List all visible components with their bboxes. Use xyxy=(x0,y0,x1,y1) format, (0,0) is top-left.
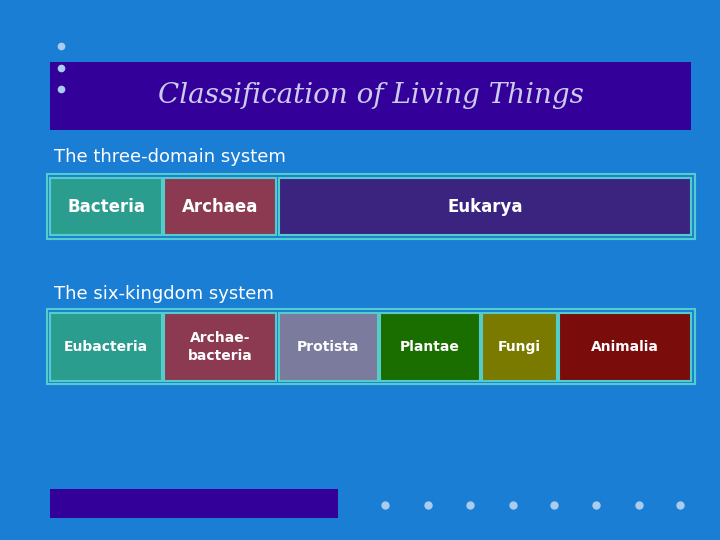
FancyBboxPatch shape xyxy=(50,489,338,518)
Text: Archae-
bacteria: Archae- bacteria xyxy=(188,332,252,362)
FancyBboxPatch shape xyxy=(380,313,480,381)
FancyBboxPatch shape xyxy=(279,178,691,235)
Text: Fungi: Fungi xyxy=(498,340,541,354)
Text: The three-domain system: The three-domain system xyxy=(54,147,286,166)
Text: Animalia: Animalia xyxy=(591,340,660,354)
FancyBboxPatch shape xyxy=(50,178,162,235)
FancyBboxPatch shape xyxy=(279,313,378,381)
Text: Classification of Living Things: Classification of Living Things xyxy=(158,82,584,109)
FancyBboxPatch shape xyxy=(50,62,691,130)
FancyBboxPatch shape xyxy=(164,178,276,235)
FancyBboxPatch shape xyxy=(559,313,691,381)
Text: Bacteria: Bacteria xyxy=(67,198,145,215)
Text: Archaea: Archaea xyxy=(181,198,258,215)
Text: Protista: Protista xyxy=(297,340,359,354)
FancyBboxPatch shape xyxy=(50,313,162,381)
Text: Eukarya: Eukarya xyxy=(447,198,523,215)
Text: Plantae: Plantae xyxy=(400,340,460,354)
FancyBboxPatch shape xyxy=(164,313,276,381)
FancyBboxPatch shape xyxy=(482,313,557,381)
Text: The six-kingdom system: The six-kingdom system xyxy=(54,285,274,303)
Text: Eubacteria: Eubacteria xyxy=(64,340,148,354)
